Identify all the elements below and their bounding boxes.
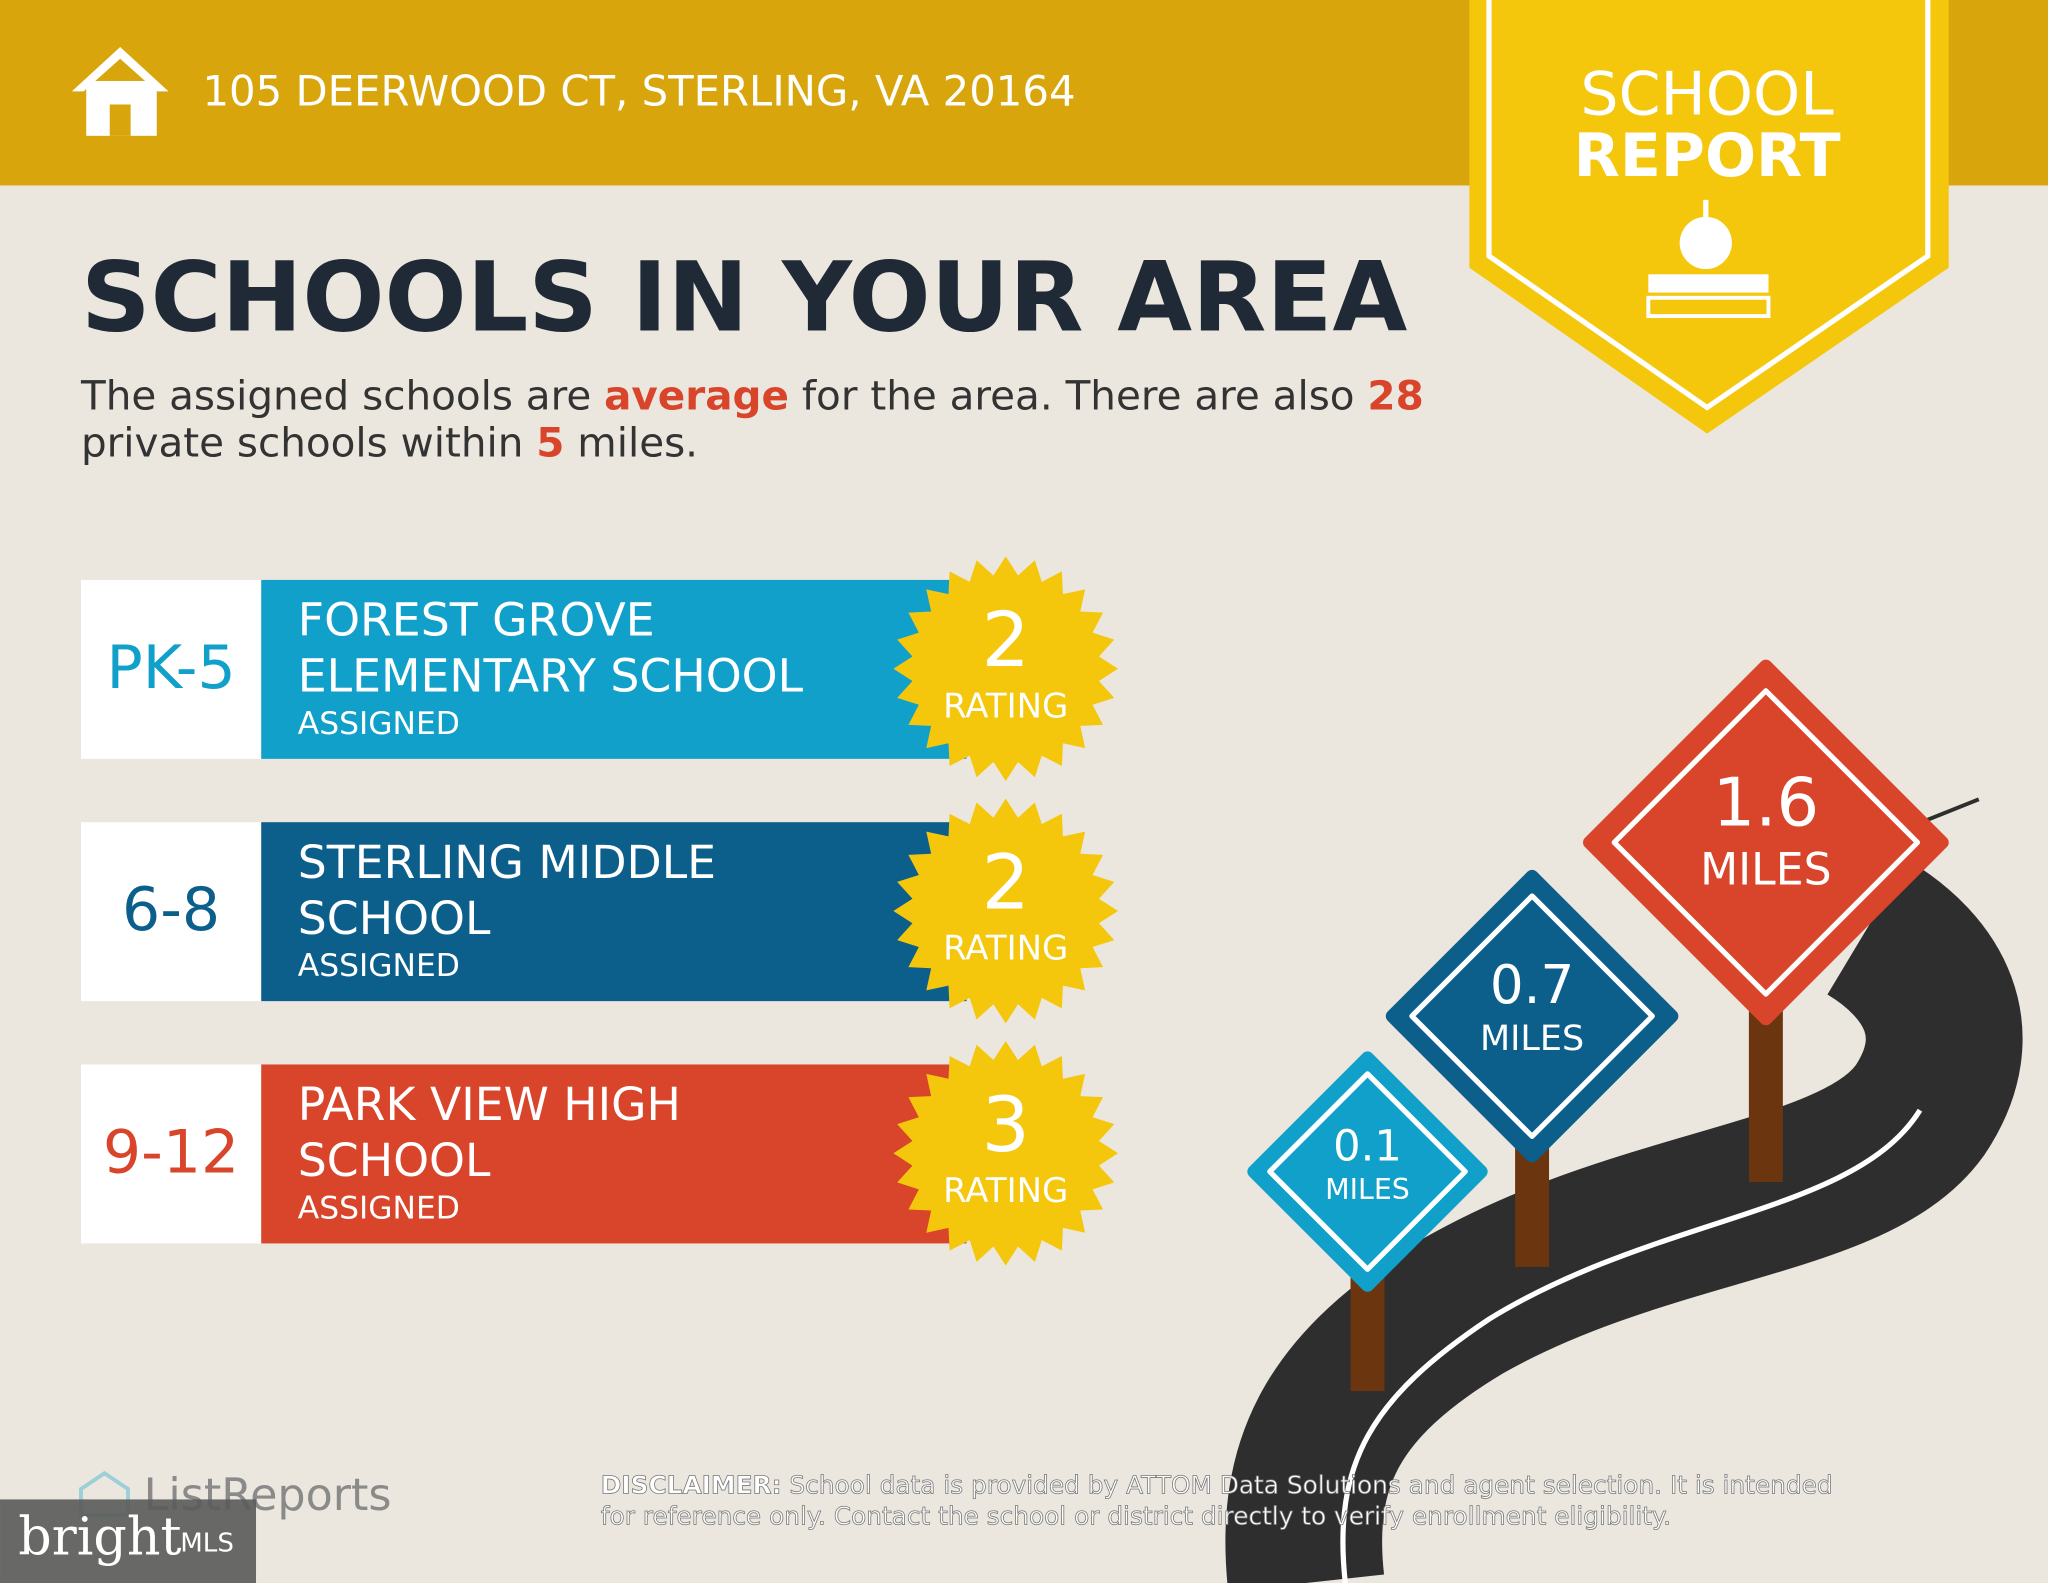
text-segment: The assigned schools are	[80, 371, 604, 419]
rating: 2	[982, 596, 1030, 684]
rating-seal	[893, 798, 1119, 1024]
rating-label: RATING	[943, 686, 1068, 726]
disclaimer-label: DISCLAIMER:	[601, 1470, 782, 1499]
school-status: ASSIGNED	[298, 1190, 460, 1226]
watermark: bright	[18, 1508, 181, 1568]
grade-box	[80, 579, 262, 759]
sign-unit: MILES	[1480, 1019, 1584, 1059]
title: SCHOOLS IN YOUR AREA	[81, 241, 1407, 354]
badge-line1: SCHOOL	[1580, 60, 1834, 130]
school-band	[261, 579, 967, 759]
sign-border	[1267, 1071, 1468, 1272]
sign-unit: MILES	[1700, 844, 1831, 895]
school-name: STERLING MIDDLE	[298, 836, 716, 889]
sign-face	[1583, 659, 1949, 1026]
rating: 3	[982, 1081, 1030, 1169]
school-name: ELEMENTARY SCHOOL	[298, 650, 804, 703]
rating: 2	[982, 838, 1030, 926]
sign-distance: 1.6	[1713, 764, 1820, 842]
description-line: private schools within 5 miles.	[81, 418, 698, 466]
sign-distance: 0.1	[1333, 1121, 1402, 1171]
description-line: The assigned schools are average for the…	[80, 371, 1424, 419]
home-icon	[71, 47, 169, 136]
grades: 9-12	[103, 1117, 239, 1187]
disclaimer-line: for reference only. Contact the school o…	[601, 1502, 1671, 1531]
rating-label: RATING	[943, 929, 1068, 969]
grade-box	[80, 822, 262, 1002]
highlight: 28	[1367, 371, 1423, 419]
watermark-box	[0, 1499, 257, 1583]
disclaimer-line: School data is provided by ATTOM Data So…	[782, 1470, 1833, 1499]
grades: PK-5	[106, 633, 235, 703]
badge-line2: REPORT	[1574, 121, 1841, 191]
sign-border	[1611, 688, 1921, 997]
school-name: SCHOOL	[298, 892, 491, 945]
rating-seal	[893, 1040, 1119, 1266]
school-status: ASSIGNED	[298, 948, 460, 984]
sign-face	[1385, 869, 1679, 1163]
highlight: average	[604, 371, 789, 419]
school-name: PARK VIEW HIGH	[298, 1078, 681, 1131]
sign-unit: MILES	[1325, 1173, 1410, 1206]
road	[1225, 797, 2023, 1583]
school-band	[261, 1064, 967, 1244]
grade-box	[80, 1064, 262, 1244]
school-name: FOREST GROVE	[298, 594, 655, 647]
highlight: 5	[536, 418, 564, 466]
text-segment: private schools within	[81, 418, 536, 466]
watermark-suffix: MLS	[180, 1528, 234, 1558]
disclaimer: DISCLAIMER: School data is provided by A…	[601, 1470, 1833, 1499]
badge: SCHOOL REPORT	[1469, 0, 1949, 434]
sign-face	[1247, 1051, 1488, 1292]
grades: 6-8	[122, 875, 220, 945]
text-segment: for the area. There are also	[789, 371, 1367, 419]
sign-border	[1409, 893, 1655, 1139]
text-segment: miles.	[564, 418, 698, 466]
rating-seal	[893, 556, 1119, 782]
rating-label: RATING	[943, 1171, 1068, 1211]
address: 105 DEERWOOD CT, STERLING, VA 20164	[202, 67, 1075, 116]
sign-distance: 0.7	[1490, 954, 1574, 1016]
school-status: ASSIGNED	[298, 706, 460, 742]
school-name: SCHOOL	[298, 1134, 491, 1187]
school-band	[261, 822, 967, 1002]
